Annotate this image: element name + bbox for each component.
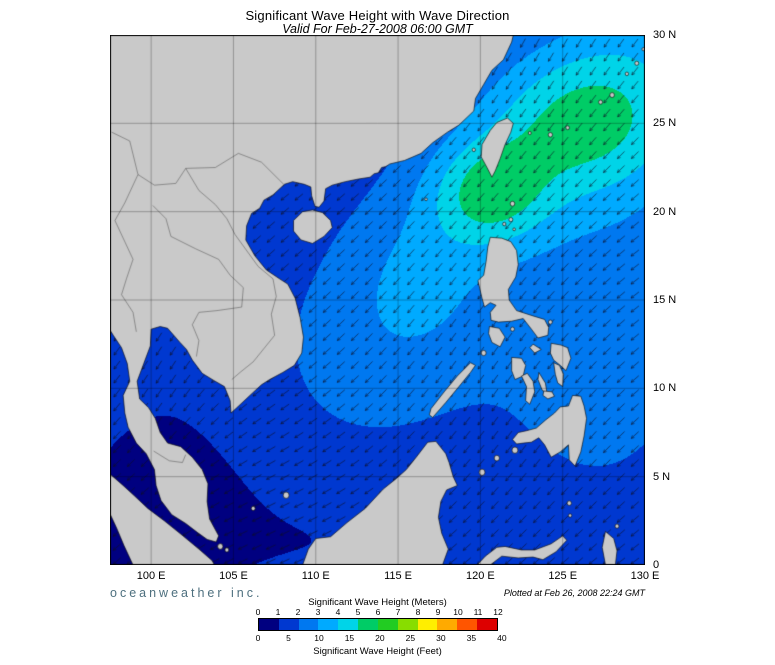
colorbar-segment (358, 619, 378, 630)
longitude-tick-label: 110 E (301, 570, 330, 582)
longitude-tick-label: 125 E (548, 570, 578, 582)
colorbar-segment (417, 619, 438, 630)
colorbar-feet-tick: 15 (344, 633, 355, 643)
latitude-tick-label: 15 N (653, 294, 677, 306)
colorbar-meters-tick: 8 (415, 607, 421, 617)
colorbar-meters-tick: 1 (275, 607, 281, 617)
colorbar-segment (298, 619, 319, 630)
colorbar-feet-tick: 0 (255, 633, 261, 643)
colorbar-segment (318, 619, 339, 630)
colorbar-feet-tick: 25 (405, 633, 416, 643)
colorbar-meters-tick: 2 (295, 607, 301, 617)
plotted-timestamp: Plotted at Feb 26, 2008 22:24 GMT (503, 588, 645, 598)
colorbar-meters-tick: 7 (395, 607, 401, 617)
latitude-tick-label: 25 N (653, 117, 677, 130)
colorbar-feet-tick: 5 (286, 633, 291, 643)
colorbar-segment (457, 619, 478, 630)
oceanweather-logo: oceanweather inc. (110, 586, 263, 600)
colorbar-gradient (258, 618, 498, 631)
latitude-axis: 0 5 N 10 N 15 N 20 N 25 N 30 N (653, 29, 713, 571)
colorbar-segment (397, 619, 418, 630)
colorbar-feet-tick: 35 (466, 633, 477, 643)
longitude-tick-label: 100 E (136, 570, 166, 582)
colorbar-meters-tick: 6 (375, 607, 381, 617)
longitude-tick-label: 130 E (630, 570, 660, 582)
colorbar-feet-title: Significant Wave Height (Feet) (313, 646, 442, 657)
colorbar-segment (338, 619, 359, 630)
colorbar-meters-tick: 0 (255, 607, 261, 617)
colorbar-meters-tick: 11 (473, 607, 483, 617)
colorbar-meters-tick: 4 (335, 607, 341, 617)
longitude-tick-label: 105 E (219, 570, 248, 582)
longitude-tick-label: 115 E (384, 570, 413, 582)
colorbar-meters-ticks: 0 1 2 3 4 5 6 7 8 9 10 11 12 (255, 607, 503, 617)
wave-height-map (110, 35, 645, 565)
latitude-tick-label: 20 N (653, 205, 677, 218)
colorbar-meters-tick: 12 (493, 607, 503, 617)
colorbar-segment (437, 619, 458, 630)
colorbar-feet-tick: 10 (314, 633, 324, 643)
colorbar-meters-tick: 5 (355, 607, 361, 617)
colorbar-segment (377, 619, 398, 630)
chart-title: Significant Wave Height with Wave Direct… (245, 8, 510, 23)
colorbar-segment (278, 619, 299, 630)
colorbar-feet-tick: 40 (497, 633, 507, 643)
colorbar-meters-tick: 10 (453, 607, 463, 617)
longitude-axis: 100 E 105 E 110 E 115 E 120 E 125 E 130 E (110, 570, 660, 584)
colorbar-meters-tick: 3 (315, 607, 321, 617)
colorbar-feet-tick: 30 (436, 633, 446, 643)
colorbar-feet-tick: 20 (375, 633, 385, 643)
colorbar-segment (477, 619, 497, 630)
latitude-tick-label: 30 N (653, 29, 677, 41)
latitude-tick-label: 5 N (653, 470, 671, 483)
colorbar-meters-title: Significant Wave Height (Meters) (308, 597, 447, 608)
colorbar-feet-ticks: 0 5 10 15 20 25 30 35 40 (255, 633, 507, 643)
colorbar-segment (259, 619, 279, 630)
latitude-tick-label: 0 (653, 559, 660, 571)
longitude-tick-label: 120 E (466, 570, 495, 582)
colorbar-meters-tick: 9 (435, 607, 441, 617)
latitude-tick-label: 10 N (653, 382, 677, 395)
chart-valid-time: Valid For Feb-27-2008 06:00 GMT (282, 22, 473, 36)
